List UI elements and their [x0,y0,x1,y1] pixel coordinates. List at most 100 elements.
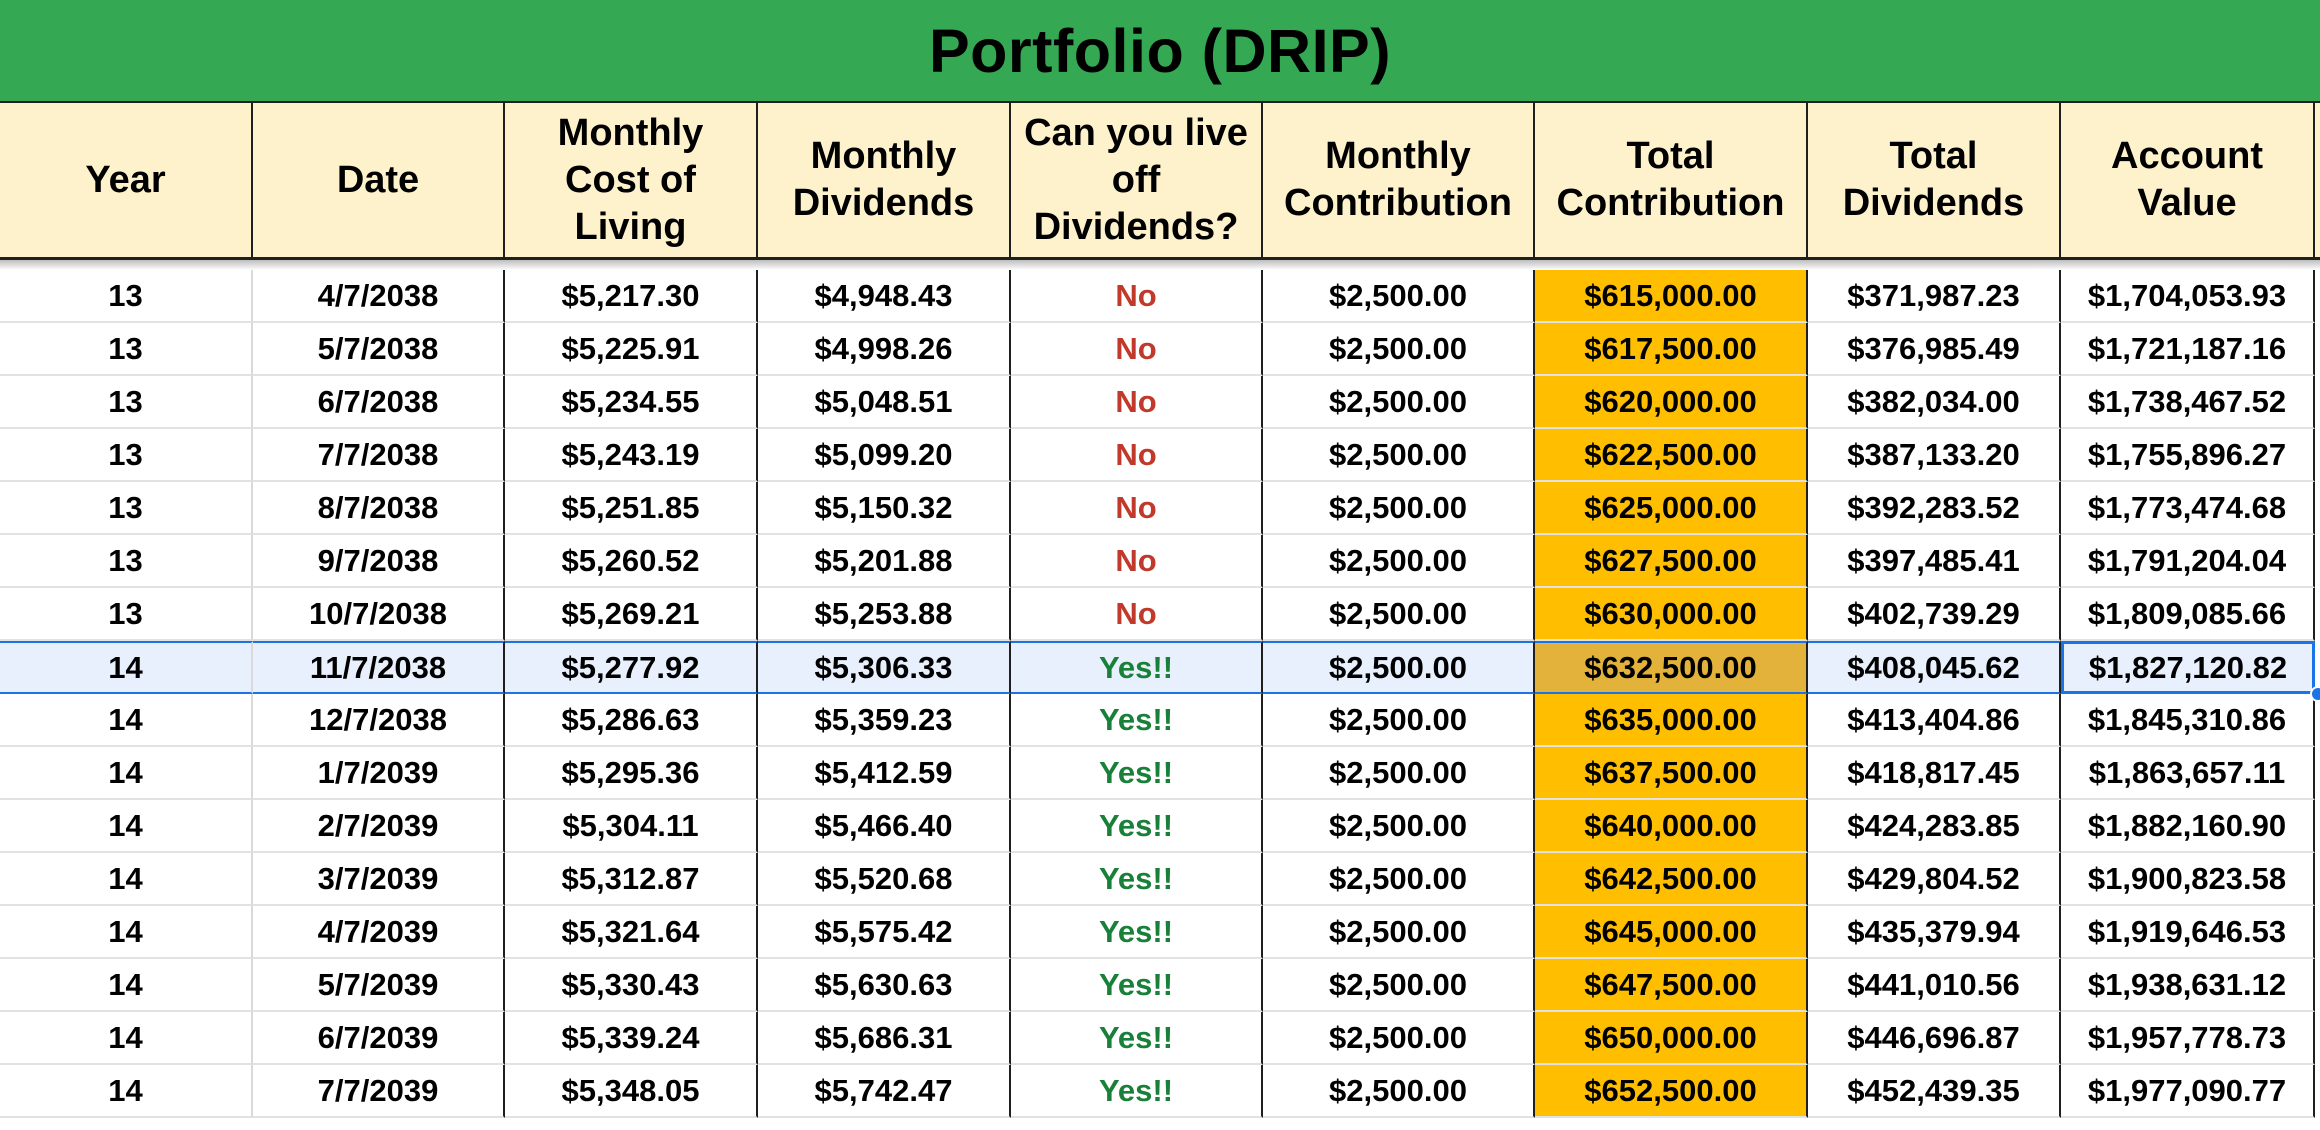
cell-total-dividends[interactable]: $446,696.87 [1808,1012,2061,1065]
cell-monthly-dividends[interactable]: $5,048.51 [758,376,1011,429]
cell-can-you-live-off-dividends[interactable]: No [1011,535,1263,588]
cell-year[interactable]: 14 [0,1012,253,1065]
table-row[interactable]: 13 9/7/2038 $5,260.52 $5,201.88 No $2,500.00 $… [0,535,2320,588]
cell-year[interactable]: 14 [0,959,253,1012]
selection-fill-handle[interactable] [2310,686,2320,702]
table-row[interactable]: 14 3/7/2039 $5,312.87 $5,520.68 Yes!! $2,500.… [0,853,2320,906]
cell-monthly-contribution[interactable]: $2,500.00 [1263,747,1535,800]
cell-monthly-contribution[interactable]: $2,500.00 [1263,800,1535,853]
cell-monthly-dividends[interactable]: $4,948.43 [758,270,1011,323]
cell-monthly-dividends[interactable]: $5,742.47 [758,1065,1011,1118]
cell-year[interactable]: 13 [0,482,253,535]
cell-monthly-cost-of-living[interactable]: $5,251.85 [505,482,758,535]
table-row[interactable]: 13 5/7/2038 $5,225.91 $4,998.26 No $2,500.00 $… [0,323,2320,376]
cell-can-you-live-off-dividends[interactable]: No [1011,482,1263,535]
cell-monthly-contribution[interactable]: $2,500.00 [1263,1065,1535,1118]
cell-monthly-dividends[interactable]: $5,630.63 [758,959,1011,1012]
cell-can-you-live-off-dividends[interactable]: Yes!! [1011,959,1263,1012]
cell-account-value[interactable]: $1,919,646.53 [2061,906,2315,959]
cell-total-contribution[interactable]: $635,000.00 [1535,694,1808,747]
table-row[interactable]: 13 7/7/2038 $5,243.19 $5,099.20 No $2,500.00 $… [0,429,2320,482]
cell-account-value[interactable]: $1,900,823.58 [2061,853,2315,906]
cell-monthly-cost-of-living[interactable]: $5,304.11 [505,800,758,853]
cell-date[interactable]: 6/7/2038 [253,376,505,429]
header-monthly-contribution[interactable]: Monthly Contribution [1263,103,1535,257]
cell-total-dividends[interactable]: $392,283.52 [1808,482,2061,535]
cell-total-dividends[interactable]: $371,987.23 [1808,270,2061,323]
cell-date[interactable]: 4/7/2039 [253,906,505,959]
cell-monthly-contribution[interactable]: $2,500.00 [1263,906,1535,959]
cell-account-value[interactable]: $1,863,657.11 [2061,747,2315,800]
cell-date[interactable]: 11/7/2038 [253,641,505,694]
table-row[interactable]: 13 6/7/2038 $5,234.55 $5,048.51 No $2,500.00 $… [0,376,2320,429]
cell-total-dividends[interactable]: $424,283.85 [1808,800,2061,853]
cell-date[interactable]: 4/7/2038 [253,270,505,323]
header-year[interactable]: Year [0,103,253,257]
cell-date[interactable]: 10/7/2038 [253,588,505,641]
cell-total-contribution[interactable]: $650,000.00 [1535,1012,1808,1065]
cell-total-dividends[interactable]: $429,804.52 [1808,853,2061,906]
cell-year[interactable]: 13 [0,270,253,323]
cell-account-value[interactable]: $1,809,085.66 [2061,588,2315,641]
cell-date[interactable]: 5/7/2038 [253,323,505,376]
cell-monthly-cost-of-living[interactable]: $5,348.05 [505,1065,758,1118]
cell-account-value[interactable]: $1,738,467.52 [2061,376,2315,429]
cell-date[interactable]: 2/7/2039 [253,800,505,853]
header-date[interactable]: Date [253,103,505,257]
cell-total-contribution[interactable]: $642,500.00 [1535,853,1808,906]
cell-total-contribution[interactable]: $625,000.00 [1535,482,1808,535]
cell-date[interactable]: 7/7/2039 [253,1065,505,1118]
cell-total-dividends[interactable]: $382,034.00 [1808,376,2061,429]
cell-date[interactable]: 7/7/2038 [253,429,505,482]
cell-year[interactable]: 13 [0,588,253,641]
cell-monthly-cost-of-living[interactable]: $5,312.87 [505,853,758,906]
cell-year[interactable]: 13 [0,376,253,429]
cell-monthly-contribution[interactable]: $2,500.00 [1263,641,1535,694]
cell-monthly-dividends[interactable]: $5,306.33 [758,641,1011,694]
cell-total-contribution[interactable]: $615,000.00 [1535,270,1808,323]
cell-date[interactable]: 5/7/2039 [253,959,505,1012]
table-row[interactable]: 13 8/7/2038 $5,251.85 $5,150.32 No $2,500.00 $… [0,482,2320,535]
cell-monthly-contribution[interactable]: $2,500.00 [1263,376,1535,429]
cell-monthly-contribution[interactable]: $2,500.00 [1263,429,1535,482]
cell-can-you-live-off-dividends[interactable]: Yes!! [1011,906,1263,959]
cell-monthly-cost-of-living[interactable]: $5,225.91 [505,323,758,376]
cell-monthly-contribution[interactable]: $2,500.00 [1263,535,1535,588]
cell-date[interactable]: 3/7/2039 [253,853,505,906]
cell-monthly-cost-of-living[interactable]: $5,339.24 [505,1012,758,1065]
cell-monthly-dividends[interactable]: $5,520.68 [758,853,1011,906]
table-row[interactable]: 14 5/7/2039 $5,330.43 $5,630.63 Yes!! $2,500.… [0,959,2320,1012]
cell-monthly-cost-of-living[interactable]: $5,234.55 [505,376,758,429]
cell-year[interactable]: 14 [0,641,253,694]
cell-can-you-live-off-dividends[interactable]: Yes!! [1011,800,1263,853]
cell-monthly-dividends[interactable]: $5,253.88 [758,588,1011,641]
cell-can-you-live-off-dividends[interactable]: No [1011,588,1263,641]
cell-monthly-contribution[interactable]: $2,500.00 [1263,694,1535,747]
cell-account-value[interactable]: $1,827,120.82 [2061,641,2315,694]
cell-monthly-dividends[interactable]: $5,150.32 [758,482,1011,535]
cell-year[interactable]: 14 [0,1065,253,1118]
cell-can-you-live-off-dividends[interactable]: Yes!! [1011,747,1263,800]
cell-date[interactable]: 8/7/2038 [253,482,505,535]
header-account-value[interactable]: Account Value [2061,103,2315,257]
table-row[interactable]: 14 1/7/2039 $5,295.36 $5,412.59 Yes!! $2,500.… [0,747,2320,800]
header-monthly-dividends[interactable]: Monthly Dividends [758,103,1011,257]
cell-monthly-contribution[interactable]: $2,500.00 [1263,853,1535,906]
cell-can-you-live-off-dividends[interactable]: No [1011,376,1263,429]
header-can-you-live-off-dividends[interactable]: Can you live off Dividends? [1011,103,1263,257]
table-row[interactable]: 13 10/7/2038 $5,269.21 $5,253.88 No $2,500.00… [0,588,2320,641]
cell-monthly-contribution[interactable]: $2,500.00 [1263,323,1535,376]
cell-date[interactable]: 1/7/2039 [253,747,505,800]
table-row[interactable]: 14 12/7/2038 $5,286.63 $5,359.23 Yes!! $2,500… [0,694,2320,747]
cell-account-value[interactable]: $1,773,474.68 [2061,482,2315,535]
cell-total-contribution[interactable]: $645,000.00 [1535,906,1808,959]
cell-monthly-contribution[interactable]: $2,500.00 [1263,1012,1535,1065]
cell-monthly-dividends[interactable]: $5,412.59 [758,747,1011,800]
table-row[interactable]: 14 11/7/2038 $5,277.92 $5,306.33 Yes!! $2,500… [0,641,2320,694]
cell-can-you-live-off-dividends[interactable]: Yes!! [1011,1065,1263,1118]
cell-total-dividends[interactable]: $418,817.45 [1808,747,2061,800]
cell-total-dividends[interactable]: $402,739.29 [1808,588,2061,641]
cell-monthly-dividends[interactable]: $5,201.88 [758,535,1011,588]
cell-year[interactable]: 14 [0,694,253,747]
cell-total-dividends[interactable]: $435,379.94 [1808,906,2061,959]
